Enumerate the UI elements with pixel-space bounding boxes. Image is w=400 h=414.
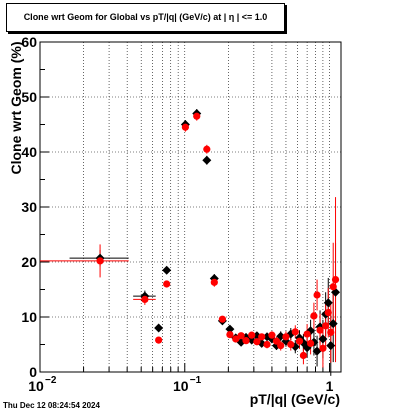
y-tick-label: 0 — [29, 364, 37, 380]
data-point-black — [162, 265, 172, 275]
data-point-red — [316, 326, 324, 334]
data-point-red — [96, 257, 104, 265]
data-point-red — [248, 331, 256, 339]
data-point-red — [287, 340, 295, 349]
data-point-red — [155, 336, 163, 344]
data-marks — [40, 109, 341, 376]
data-point-black — [225, 324, 235, 334]
data-point-black — [202, 155, 212, 165]
data-point-red — [329, 283, 337, 291]
data-point-black — [328, 319, 338, 329]
data-point-red — [232, 335, 240, 343]
chart-title: Clone wrt Geom for Global vs pT/|q| (GeV… — [6, 3, 285, 32]
x-tick-exponent: −1 — [190, 375, 202, 386]
data-point-black — [312, 346, 322, 356]
data-point-red — [282, 333, 290, 341]
data-point-red — [331, 276, 340, 284]
data-point-red — [277, 342, 285, 350]
grid-lines — [40, 42, 341, 372]
data-point-red — [193, 112, 201, 120]
y-tick-label: 40 — [21, 144, 37, 160]
data-point-black — [326, 341, 336, 351]
data-point-red — [307, 339, 315, 347]
data-point-red — [310, 312, 318, 320]
y-tick-label: 60 — [21, 34, 37, 50]
data-point-red — [237, 332, 245, 340]
data-point-red — [218, 315, 227, 323]
data-point-red — [303, 330, 311, 338]
x-axis-label: pT/|q| (GeV/c) — [249, 391, 340, 407]
data-point-red — [295, 337, 304, 345]
x-tick-exponent: −2 — [45, 375, 57, 386]
data-point-red — [299, 351, 308, 360]
x-tick-label: 10 — [28, 378, 44, 394]
data-point-red — [258, 333, 266, 341]
data-point-black — [154, 323, 164, 333]
data-point-red — [242, 337, 250, 345]
data-point-black — [323, 298, 333, 308]
y-tick-label: 50 — [21, 89, 37, 105]
data-point-red — [291, 328, 299, 336]
data-point-red — [324, 309, 332, 317]
y-tick-label: 20 — [21, 254, 37, 270]
data-point-red — [226, 331, 234, 339]
data-point-red — [141, 295, 149, 303]
y-tick-label: 30 — [21, 199, 37, 215]
y-axis-label: Clone wrt Geom (%) — [8, 41, 24, 175]
data-point-red — [181, 123, 189, 131]
data-point-red — [263, 340, 271, 349]
data-point-red — [319, 344, 327, 352]
data-point-red — [163, 280, 171, 288]
data-point-red — [253, 338, 261, 346]
x-tick-label: 1 — [326, 378, 334, 394]
data-point-red — [322, 322, 330, 330]
data-point-red — [210, 278, 218, 286]
data-point-red — [203, 145, 211, 153]
y-tick-label: 10 — [21, 309, 37, 325]
x-tick-label: 10 — [173, 378, 189, 394]
timestamp: Thu Dec 12 08:24:54 2024 — [3, 401, 100, 410]
data-point-red — [313, 291, 321, 299]
data-point-red — [327, 328, 335, 336]
data-point-red — [268, 331, 276, 339]
data-point-black — [318, 334, 328, 344]
